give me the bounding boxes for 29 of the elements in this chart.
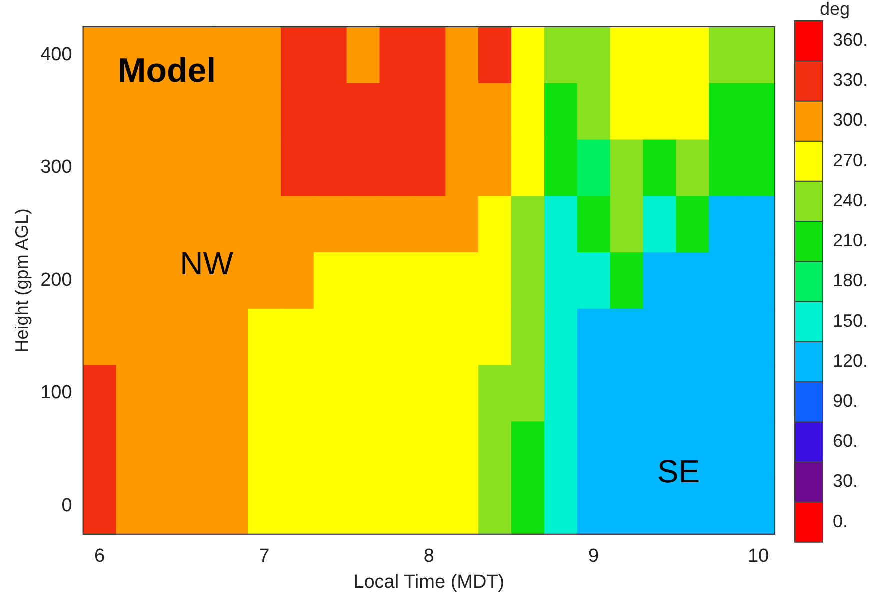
y-tick-label: 100: [40, 382, 72, 404]
color-bar-label: 90.: [833, 390, 858, 411]
color-bar-label: 210.: [833, 230, 868, 251]
y-tick-label: 0: [62, 495, 72, 516]
color-bar-label: 360.: [833, 30, 868, 50]
annotation: SE: [657, 453, 700, 490]
annotation: NW: [180, 245, 234, 282]
y-tick-label: 400: [40, 44, 72, 66]
x-tick-label: 7: [259, 546, 270, 568]
color-bar-label: 150.: [833, 310, 868, 331]
annotation: Model: [118, 52, 216, 90]
color-bar-title: deg: [820, 0, 850, 19]
y-tick-label: 200: [40, 270, 72, 291]
x-tick-label: 6: [94, 546, 106, 568]
color-bar-label: 60.: [833, 431, 858, 452]
x-tick-label: 10: [748, 546, 770, 568]
x-tick-label: 8: [424, 546, 434, 568]
color-bar-label: 300.: [833, 110, 868, 130]
color-bar-label: 180.: [833, 270, 868, 291]
color-bar-label: 0.: [833, 511, 848, 532]
y-tick-label: 300: [40, 157, 72, 178]
y-axis-title: Height (gpm AGL): [12, 208, 32, 353]
color-bar-label: 270.: [833, 150, 868, 170]
color-bar-label: 330.: [833, 70, 868, 90]
color-bar-label: 240.: [833, 190, 868, 210]
x-tick-label: 9: [588, 546, 600, 568]
color-bar-label: 30.: [833, 471, 858, 492]
color-bar-label: 120.: [833, 350, 868, 371]
x-axis-title: Local Time (MDT): [354, 572, 505, 593]
